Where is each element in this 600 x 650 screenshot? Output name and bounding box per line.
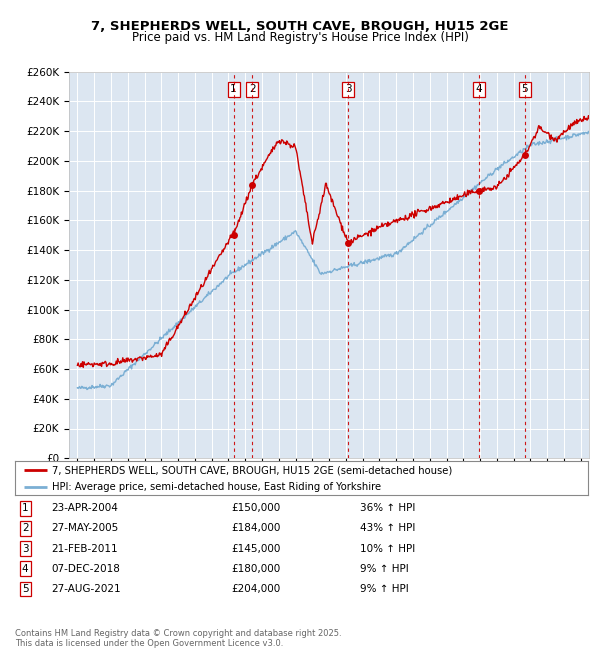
Text: 27-MAY-2005: 27-MAY-2005: [51, 523, 118, 534]
Text: 5: 5: [521, 84, 528, 94]
Text: 4: 4: [476, 84, 482, 94]
Text: £145,000: £145,000: [231, 543, 280, 554]
Text: 3: 3: [22, 543, 29, 554]
Text: 5: 5: [22, 584, 29, 594]
Text: 2: 2: [22, 523, 29, 534]
Text: £180,000: £180,000: [231, 564, 280, 574]
Text: 10% ↑ HPI: 10% ↑ HPI: [360, 543, 415, 554]
Text: 21-FEB-2011: 21-FEB-2011: [51, 543, 118, 554]
Text: 07-DEC-2018: 07-DEC-2018: [51, 564, 120, 574]
Text: 2: 2: [249, 84, 256, 94]
Text: Price paid vs. HM Land Registry's House Price Index (HPI): Price paid vs. HM Land Registry's House …: [131, 31, 469, 44]
Text: 43% ↑ HPI: 43% ↑ HPI: [360, 523, 415, 534]
Text: 23-APR-2004: 23-APR-2004: [51, 503, 118, 514]
Text: 1: 1: [22, 503, 29, 514]
Text: 36% ↑ HPI: 36% ↑ HPI: [360, 503, 415, 514]
Text: £204,000: £204,000: [231, 584, 280, 594]
Text: 9% ↑ HPI: 9% ↑ HPI: [360, 584, 409, 594]
Text: £184,000: £184,000: [231, 523, 280, 534]
Text: 27-AUG-2021: 27-AUG-2021: [51, 584, 121, 594]
Text: 4: 4: [22, 564, 29, 574]
Text: 7, SHEPHERDS WELL, SOUTH CAVE, BROUGH, HU15 2GE (semi-detached house): 7, SHEPHERDS WELL, SOUTH CAVE, BROUGH, H…: [52, 465, 452, 475]
Text: 7, SHEPHERDS WELL, SOUTH CAVE, BROUGH, HU15 2GE: 7, SHEPHERDS WELL, SOUTH CAVE, BROUGH, H…: [91, 20, 509, 32]
Text: Contains HM Land Registry data © Crown copyright and database right 2025.
This d: Contains HM Land Registry data © Crown c…: [15, 629, 341, 648]
Text: £150,000: £150,000: [231, 503, 280, 514]
Text: 9% ↑ HPI: 9% ↑ HPI: [360, 564, 409, 574]
Text: 3: 3: [345, 84, 352, 94]
Text: HPI: Average price, semi-detached house, East Riding of Yorkshire: HPI: Average price, semi-detached house,…: [52, 482, 382, 491]
Text: 1: 1: [230, 84, 237, 94]
